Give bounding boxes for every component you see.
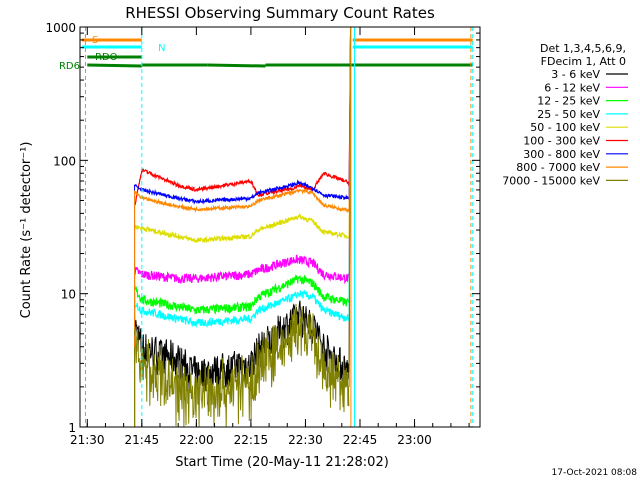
legend-label: 3 - 6 keV (551, 68, 600, 81)
legend-label: 12 - 25 keV (537, 95, 600, 108)
legend-label: 50 - 100 keV (530, 121, 600, 134)
legend-label: 7000 - 15000 keV (502, 174, 600, 187)
y-axis: 1 10 100 1000 (45, 21, 480, 435)
legend-label: 800 - 7000 keV (516, 161, 600, 174)
x-tick-label: 22:30 (288, 433, 323, 447)
flag-bar-rd6 (207, 63, 266, 68)
legend-label: 6 - 12 keV (544, 81, 600, 94)
y-tick-label: 1000 (45, 21, 76, 35)
legend-label: 25 - 50 keV (537, 108, 600, 121)
x-tick-label: 21:30 (70, 433, 105, 447)
flag-label-s: S (92, 35, 98, 46)
flag-bars: S N RDO RD6 (59, 35, 473, 72)
flag-bar-rd6 (87, 63, 142, 68)
y-axis-label: Count Rate (s⁻¹ detector⁻¹) (19, 142, 34, 319)
x-tick-label: 23:00 (397, 433, 432, 447)
series-line-7 (133, 179, 350, 205)
x-axis: 21:30 21:45 22:00 22:15 22:30 22:45 23:00 (70, 27, 470, 447)
plot-series (133, 26, 352, 428)
flag-label-n: N (158, 43, 165, 54)
series-line-3 (133, 274, 350, 315)
x-axis-label: Start Time (20-May-11 21:28:02) (175, 455, 389, 470)
y-tick-label: 1 (68, 421, 76, 435)
series-line-5 (133, 212, 350, 244)
plot-frame (79, 26, 481, 428)
series-line-8 (133, 188, 350, 213)
x-tick-label: 22:15 (234, 433, 269, 447)
footer-date: 17-Oct-2021 08:08 (552, 468, 638, 478)
legend-label: 300 - 800 keV (523, 148, 600, 161)
flag-label-rdo: RDO (95, 52, 118, 63)
x-tick-label: 22:00 (179, 433, 214, 447)
legend-label: 100 - 300 keV (523, 135, 600, 148)
y-tick-label: 10 (61, 288, 76, 302)
x-tick-label: 21:45 (125, 433, 160, 447)
series-line-2 (134, 254, 349, 285)
legend-title: Det 1,3,4,5,6,9, (540, 42, 626, 55)
legend-title: FDecim 1, Att 0 (541, 55, 626, 68)
x-tick-label: 22:45 (343, 433, 378, 447)
flag-label-rd6: RD6 (59, 61, 80, 72)
y-tick-label: 100 (53, 154, 76, 168)
series-end-9 (348, 26, 352, 387)
series-line-9 (134, 303, 350, 428)
series-line-4 (133, 289, 350, 329)
legend: Det 1,3,4,5,6,9,FDecim 1, Att 03 - 6 keV… (502, 42, 628, 187)
chart-title: RHESSI Observing Summary Count Rates (125, 4, 435, 22)
